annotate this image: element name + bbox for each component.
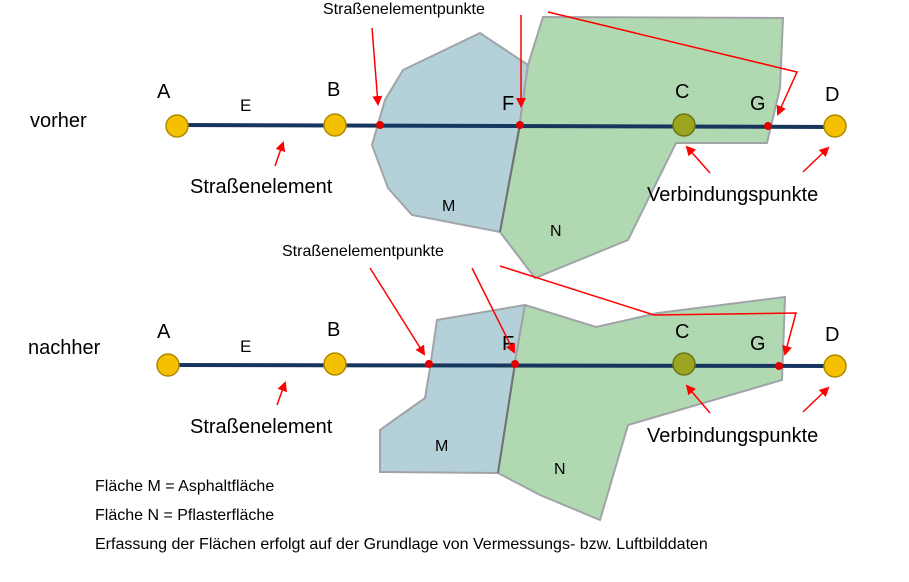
edge-label-before: E [240,96,251,115]
arrow-point-f-after [471,267,515,354]
road-element-label-before: Straßenelement [190,176,333,198]
road-element-point-g-after [775,362,783,370]
connection-points-label-before: Verbindungspunkte [647,184,818,206]
legend-line-3: Erfassung der Flächen erfolgt auf der Gr… [95,536,708,553]
area-n-polygon-before [498,15,785,280]
arrow-connection-c-after [685,384,711,414]
area-boundary-before [499,124,521,233]
road-element-label-after: Straßenelement [190,416,333,438]
arrow-point-g-after [499,265,797,356]
label-b-after: B [327,319,340,341]
road-element-point-f-after [511,360,519,368]
area-n-polygon-after [496,295,787,522]
area-boundary-after [497,363,516,474]
legend-line-1: Fläche M = Asphaltfläche [95,478,274,495]
label-b-before: B [327,79,340,101]
label-d-after: D [825,324,839,346]
label-a-before: A [157,81,171,103]
area-m-label-before: M [442,198,455,215]
state-label-before: vorher [30,110,87,132]
arrow-road-element-before [274,141,286,167]
road-element-points-label-after: Straßenelementpunkte [282,243,444,260]
label-c-after: C [675,321,689,343]
after-panel: A B F C G D E nachher M N Straßenelement… [28,243,847,522]
node-c-before [672,113,696,137]
road-line-after [167,363,836,368]
label-g-after: G [750,333,766,355]
label-f-after: F [502,333,514,355]
area-n-label-before: N [550,223,562,240]
label-a-after: A [157,321,171,343]
node-a-after [156,353,180,377]
legend: Fläche M = Asphaltfläche Fläche N = Pfla… [95,478,708,553]
connection-points-label-after: Verbindungspunkte [647,425,818,447]
node-c-after [672,352,696,376]
label-f-before: F [502,93,514,115]
road-element-point-1-after [425,360,433,368]
road-element-point-1-before [376,121,384,129]
node-b-before [323,113,347,137]
arrow-connection-c-before [685,145,711,174]
label-g-before: G [750,93,766,115]
area-n-label-after: N [554,461,566,478]
road-element-point-g-before [764,122,772,130]
edge-label-after: E [240,337,251,356]
area-m-label-after: M [435,438,448,455]
label-d-before: D [825,84,839,106]
arrow-connection-d-after [802,386,830,413]
node-b-after [323,352,347,376]
label-c-before: C [675,81,689,103]
state-label-after: nachher [28,337,101,359]
node-d-before [823,114,847,138]
road-line-before [176,123,836,129]
arrow-road-element-after [276,381,287,406]
road-element-points-label-before: Straßenelementpunkte [323,1,485,18]
arrow-point-g-before [547,11,799,116]
arrow-point-1-after [369,267,426,356]
road-element-point-f-before [516,121,524,129]
node-d-after [823,354,847,378]
arrow-point-1-before [371,27,383,106]
arrow-connection-d-before [802,146,830,173]
before-panel: A B F C G D E vorher M N Straßenelement … [30,1,847,280]
legend-line-2: Fläche N = Pflasterfläche [95,507,274,524]
node-a-before [165,114,189,138]
